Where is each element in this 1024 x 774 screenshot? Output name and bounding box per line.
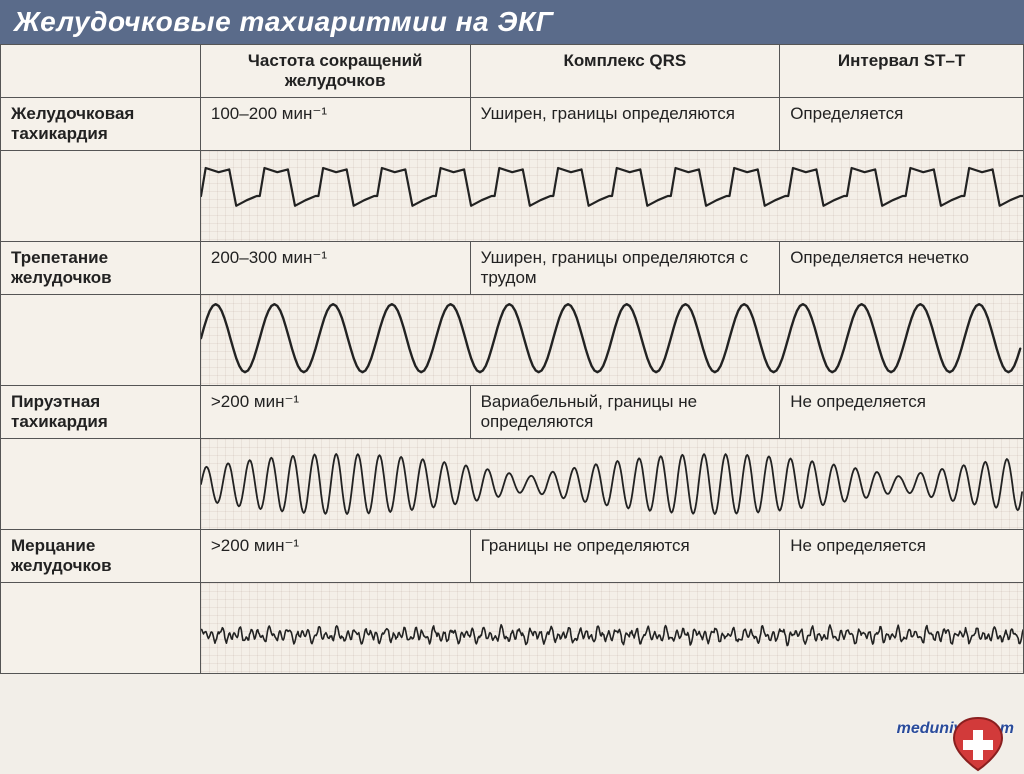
- wave-row: [1, 439, 1024, 530]
- col-freq: Частота сокращений желудочков: [200, 45, 470, 98]
- wave-cell: [200, 583, 1023, 674]
- cell-qrs: Границы не определяются: [470, 530, 780, 583]
- wave-cell: [200, 439, 1023, 530]
- cell-qrs: Уширен, границы определяются: [470, 98, 780, 151]
- cell-freq: >200 мин⁻¹: [200, 530, 470, 583]
- page-title: Желудочковые тахиаритмии на ЭКГ: [0, 0, 1024, 44]
- cell-qrs: Уширен, границы определяются с трудом: [470, 242, 780, 295]
- cell-qrs: Вариабельный, границы не определяются: [470, 386, 780, 439]
- col-qrs: Комплекс QRS: [470, 45, 780, 98]
- row-label: Желудочковая тахикардия: [1, 98, 201, 151]
- wave-row-spacer: [1, 583, 201, 674]
- ecg-wave-torsades: [201, 439, 1023, 529]
- wave-row-spacer: [1, 295, 201, 386]
- wave-row: [1, 295, 1024, 386]
- wave-row-spacer: [1, 151, 201, 242]
- cell-st: Не определяется: [780, 386, 1024, 439]
- col-empty: [1, 45, 201, 98]
- cell-st: Не определяется: [780, 530, 1024, 583]
- table-row: Пируэтная тахикардия>200 мин⁻¹Вариабельн…: [1, 386, 1024, 439]
- row-label: Пируэтная тахикардия: [1, 386, 201, 439]
- logo-icon: [948, 714, 1008, 774]
- ecg-wave-flutter: [201, 295, 1023, 385]
- wave-cell: [200, 151, 1023, 242]
- cell-st: Определяется нечетко: [780, 242, 1024, 295]
- table-row: Трепетание желудочков200–300 мин⁻¹Уширен…: [1, 242, 1024, 295]
- wave-cell: [200, 295, 1023, 386]
- table-row: Желудочковая тахикардия100–200 мин⁻¹Ушир…: [1, 98, 1024, 151]
- wave-row: [1, 151, 1024, 242]
- cell-freq: >200 мин⁻¹: [200, 386, 470, 439]
- row-label: Мерцание желудочков: [1, 530, 201, 583]
- ecg-wave-fibrillation: [201, 583, 1023, 673]
- row-label: Трепетание желудочков: [1, 242, 201, 295]
- ecg-table: Частота сокращений желудочков Комплекс Q…: [0, 44, 1024, 674]
- wave-row-spacer: [1, 439, 201, 530]
- table-row: Мерцание желудочков>200 мин⁻¹Границы не …: [1, 530, 1024, 583]
- wave-row: [1, 583, 1024, 674]
- cell-freq: 100–200 мин⁻¹: [200, 98, 470, 151]
- cell-freq: 200–300 мин⁻¹: [200, 242, 470, 295]
- ecg-wave-vt: [201, 151, 1023, 241]
- col-st: Интервал ST–T: [780, 45, 1024, 98]
- cell-st: Определяется: [780, 98, 1024, 151]
